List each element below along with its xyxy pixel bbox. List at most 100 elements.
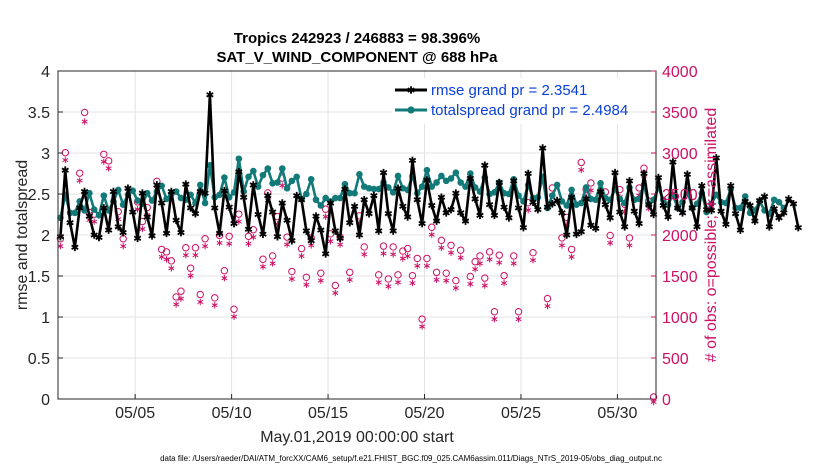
rmse-point (736, 226, 745, 234)
obs-possible-point (211, 294, 219, 302)
y-tick-label-left: 1 (41, 310, 50, 327)
obs-assimilated-point-glyph (250, 233, 257, 241)
y-tick-label-right: 3500 (662, 105, 698, 122)
totalspread-point (577, 199, 585, 207)
totalspread-point (467, 170, 474, 177)
obs-assimilated-point-glyph (607, 239, 614, 247)
rmse-point (534, 205, 542, 214)
obs-assimilated-point-glyph (105, 165, 112, 172)
rmse-point-glyph (370, 191, 378, 200)
obs-assimilated-point (568, 253, 575, 261)
obs-assimilated-point (250, 233, 257, 241)
rmse-point-glyph (664, 213, 672, 221)
rmse-point (659, 201, 667, 210)
totalspread-point (100, 192, 108, 199)
rmse-point (765, 223, 774, 231)
obs-assimilated-point-glyph (317, 277, 324, 284)
obs-assimilated-point-glyph (438, 244, 445, 252)
rmse-point (620, 223, 629, 231)
y-tick-label-right: 1000 (662, 310, 698, 327)
obs-possible-point (268, 252, 277, 260)
rmse-point-glyph (688, 204, 696, 212)
totalspread-point (322, 194, 329, 202)
obs-assimilated-point (221, 274, 228, 282)
rmse-point (567, 193, 576, 202)
legend-marker-rmse (407, 86, 415, 94)
obs-possible-point (428, 223, 436, 231)
obs-assimilated-point-glyph (414, 262, 421, 270)
rmse-point-glyph (471, 195, 479, 203)
obs-possible-point (543, 294, 552, 303)
rmse-point-glyph (210, 204, 219, 212)
obs-assimilated-point (158, 253, 165, 261)
rmse-point (727, 182, 735, 190)
rmse-point-glyph (428, 201, 436, 210)
rmse-point-glyph (292, 191, 301, 200)
rmse-point-glyph (75, 204, 84, 212)
rmse-point (529, 198, 537, 206)
rmse-point (336, 234, 344, 243)
obs-assimilated-point-glyph (322, 213, 329, 220)
rmse-point (591, 224, 600, 233)
rmse-point-glyph (606, 213, 614, 222)
totalspread-point (303, 190, 310, 198)
totalspread-point (259, 171, 267, 179)
obs-assimilated-point-glyph (501, 279, 508, 287)
obs-possible-point (346, 268, 354, 277)
rmse-point (509, 177, 518, 185)
obs-possible-point (389, 243, 397, 251)
obs-assimilated-point-glyph (409, 279, 416, 287)
rmse-point (428, 201, 436, 210)
totalspread-point (418, 183, 426, 190)
obs-possible-point (220, 267, 229, 275)
rmse-point (379, 168, 388, 177)
rmse-point (61, 166, 69, 175)
totalspread-point (336, 194, 344, 202)
rmse-point (601, 200, 610, 209)
rmse-point-glyph (95, 233, 103, 242)
obs-assimilated-point-glyph (525, 206, 532, 214)
obs-assimilated-point (327, 238, 334, 245)
rmse-point (239, 193, 248, 202)
obs-assimilated-point (245, 240, 252, 247)
x-tick-label: 05/05 (115, 405, 155, 422)
rmse-point (341, 185, 349, 193)
rmse-point-glyph (558, 209, 566, 217)
rmse-point (109, 187, 118, 196)
rmse-point (384, 209, 393, 218)
obs-assimilated-point-glyph (337, 241, 344, 248)
rmse-point-glyph (770, 204, 778, 213)
obs-assimilated-point-glyph (168, 265, 175, 272)
obs-assimilated-point-glyph (491, 315, 498, 323)
rmse-point (456, 209, 465, 217)
rmse-point (577, 227, 585, 236)
rmse-point-glyph (505, 213, 513, 222)
rmse-point (794, 223, 803, 232)
rmse-point-glyph (553, 196, 561, 205)
obs-assimilated-point (428, 231, 435, 238)
obs-assimilated-point (404, 252, 411, 260)
obs-assimilated-point (192, 252, 199, 259)
rmse-point-glyph (746, 201, 754, 210)
obs-assimilated-point (226, 240, 233, 247)
obs-assimilated-point-glyph (486, 256, 493, 263)
rmse-point-glyph (66, 218, 74, 227)
rmse-point-glyph (418, 219, 426, 228)
rmse-point (244, 225, 253, 234)
x-tick-label: 05/25 (501, 405, 541, 422)
totalspread-point (356, 171, 363, 178)
obs-possible-point (418, 315, 426, 323)
obs-assimilated-point (486, 256, 493, 263)
obs-assimilated-point-glyph (650, 398, 657, 406)
obs-assimilated-point (269, 260, 276, 267)
obs-assimilated-point-glyph (390, 251, 397, 258)
obs-possible-point (331, 281, 339, 290)
rmse-point (423, 176, 431, 184)
obs-assimilated-point (346, 276, 353, 284)
obs-assimilated-point-glyph (428, 231, 435, 238)
x-tick-label: 05/20 (404, 405, 444, 422)
obs-assimilated-point-glyph (467, 280, 474, 288)
obs-possible-point (529, 248, 537, 257)
rmse-point (100, 204, 108, 212)
obs-assimilated-point (390, 251, 397, 258)
